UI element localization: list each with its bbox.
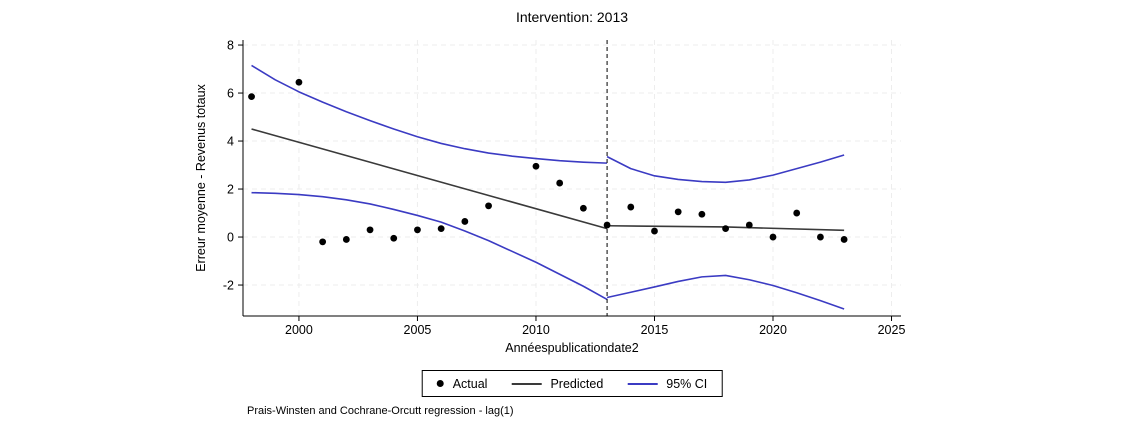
actual-point — [390, 234, 398, 242]
x-tick-label: 2015 — [641, 323, 669, 337]
y-tick-label: 4 — [227, 135, 234, 149]
actual-point — [414, 226, 421, 234]
ci-line-icon — [627, 382, 658, 385]
actual-dot-icon — [436, 380, 444, 387]
regression-note: Prais-Winsten and Cochrane-Orcutt regres… — [247, 405, 514, 417]
actual-point — [840, 236, 848, 243]
95-ci-upper-line — [606, 154, 845, 184]
y-tick-label: 0 — [227, 231, 234, 245]
x-tick-label: 2000 — [285, 323, 313, 337]
actual-point — [319, 238, 327, 246]
x-tick-label: 2020 — [759, 323, 787, 337]
actual-point — [366, 226, 374, 234]
actual-point — [674, 208, 682, 216]
actual-point — [485, 202, 492, 210]
actual-point — [579, 204, 587, 212]
actual-point — [769, 233, 777, 241]
predicted-line-icon — [511, 382, 542, 385]
legend-item-ci: 95% CI — [627, 377, 707, 391]
actual-point — [698, 210, 706, 218]
legend-label-predicted: Predicted — [550, 376, 604, 391]
actual-point — [817, 233, 824, 241]
x-tick-label: 2010 — [522, 323, 550, 337]
legend-label-actual: Actual — [452, 376, 488, 391]
actual-point — [532, 162, 540, 170]
actual-point — [461, 218, 469, 225]
y-tick-label: 8 — [227, 39, 234, 53]
y-tick-label: 6 — [227, 87, 234, 101]
legend: Actual Predicted 95% CI — [421, 370, 723, 397]
95-ci-lower-line — [606, 274, 845, 310]
actual-point — [627, 203, 635, 211]
actual-point — [745, 221, 753, 229]
actual-point — [722, 225, 729, 233]
predicted-line — [251, 128, 608, 230]
x-tick-label: 2025 — [878, 323, 906, 337]
legend-label-ci: 95% CI — [666, 376, 708, 391]
95-ci-upper-line — [251, 64, 608, 164]
legend-item-predicted: Predicted — [511, 377, 603, 391]
actual-point — [248, 93, 255, 101]
actual-point — [437, 225, 445, 233]
x-tick-label: 2005 — [404, 323, 432, 337]
y-tick-label: -2 — [223, 279, 234, 293]
actual-point — [793, 209, 801, 217]
actual-point — [342, 236, 350, 243]
y-tick-label: 2 — [227, 183, 234, 197]
legend-item-actual: Actual — [436, 376, 488, 391]
x-axis-label: Annéespublicationdate2 — [505, 341, 639, 355]
actual-point — [556, 179, 564, 187]
actual-point — [295, 78, 303, 86]
actual-point — [651, 227, 658, 235]
chart-title: Intervention: 2013 — [515, 9, 629, 25]
actual-point — [603, 221, 611, 229]
95-ci-lower-line — [251, 191, 608, 301]
